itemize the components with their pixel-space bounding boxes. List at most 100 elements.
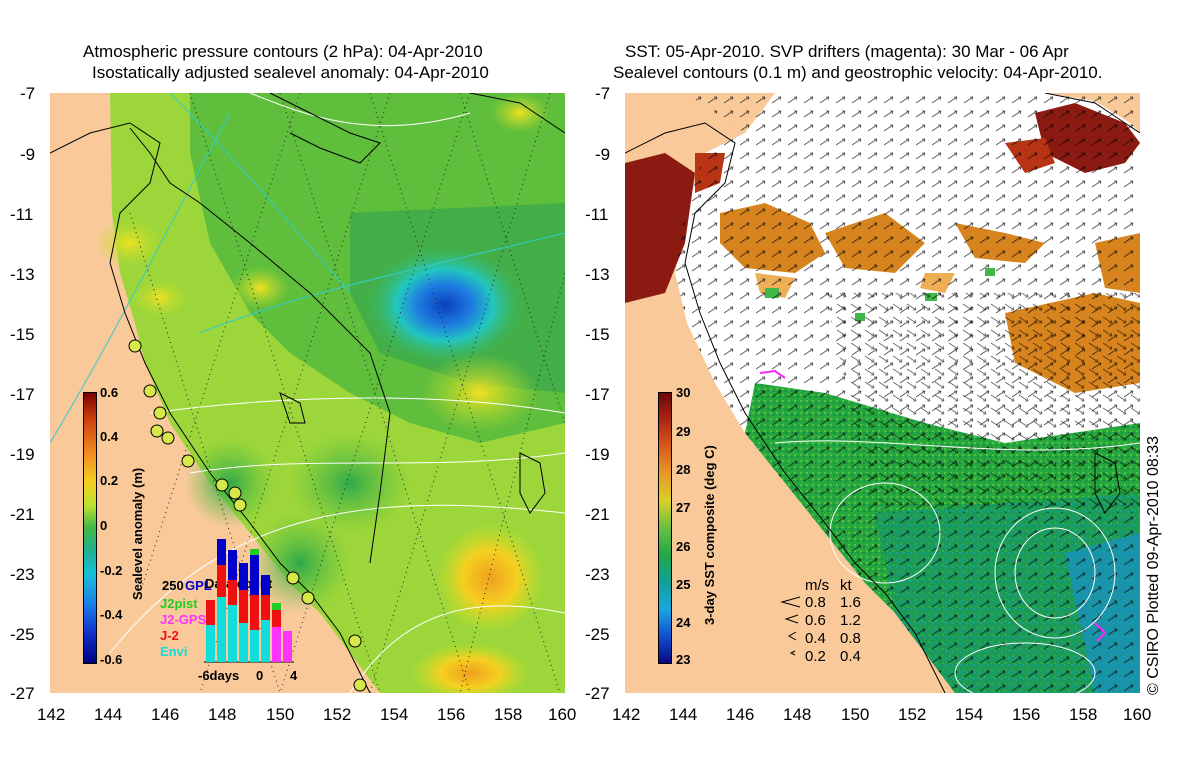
legend-axis-zero: 0 xyxy=(256,668,264,683)
hist-bar xyxy=(217,597,226,662)
velocity-row-kt: 0.4 xyxy=(840,648,861,665)
right-title-line1: SST: 05-Apr-2010. SVP drifters (magenta)… xyxy=(625,42,1069,61)
left-lat-tick: -21 xyxy=(10,505,35,524)
arrow-0-6 xyxy=(784,614,799,624)
left-title-line1: Atmospheric pressure contours (2 hPa): 0… xyxy=(83,42,483,61)
right-lat-tick: -7 xyxy=(595,84,611,103)
velocity-row-ms: 0.4 xyxy=(805,630,826,647)
left-lat-tick: -23 xyxy=(10,565,35,584)
left-lon-tick: 150 xyxy=(266,705,295,724)
colorbar-tick: 24 xyxy=(676,615,691,630)
right-lat-tick: -9 xyxy=(595,145,611,164)
left-lon-tick: 152 xyxy=(323,705,352,724)
left-lat-tick: -27 xyxy=(10,684,35,703)
sst-map xyxy=(625,93,1140,693)
left-lon-tick: 158 xyxy=(494,705,523,724)
right-lon-tick: 152 xyxy=(898,705,927,724)
hist-bar xyxy=(217,565,226,597)
hist-bar xyxy=(272,603,281,610)
hist-bar xyxy=(272,627,281,662)
hist-bar xyxy=(228,550,237,580)
left-lon-tick: 144 xyxy=(94,705,123,724)
right-lon-tick: 160 xyxy=(1123,705,1152,724)
colorbar-tick: -0.2 xyxy=(100,563,123,578)
right-lon-tick: 154 xyxy=(955,705,984,724)
histogram-bars xyxy=(206,539,292,662)
legend-axis-start: -6days xyxy=(198,668,240,683)
legend-item-gpl: GPL xyxy=(185,578,212,593)
velocity-header-kt: kt xyxy=(840,577,852,594)
left-lon-tick: 142 xyxy=(37,705,66,724)
hist-bar xyxy=(261,595,270,620)
left-lat-tick: -9 xyxy=(20,145,36,164)
hist-bar xyxy=(261,575,270,595)
left-lon-tick: 160 xyxy=(548,705,577,724)
colorbar-tick: 25 xyxy=(676,577,691,592)
velocity-row-kt: 1.6 xyxy=(840,594,861,611)
sealevel-anomaly-map xyxy=(50,93,565,693)
colorbar-tick: 26 xyxy=(676,539,691,554)
right-lon-tick: 158 xyxy=(1069,705,1098,724)
right-title-line2: Sealevel contours (0.1 m) and geostrophi… xyxy=(613,63,1103,82)
hist-bar xyxy=(239,590,248,623)
right-lon-tick: 146 xyxy=(726,705,755,724)
right-lon-tick: 148 xyxy=(783,705,812,724)
colorbar-tick: 0 xyxy=(100,518,108,533)
legend-axis-end: 4 xyxy=(290,668,298,683)
velocity-row-ms: 0.2 xyxy=(805,648,826,665)
sealevel-colorbar-label: Sealevel anomaly (m) xyxy=(130,467,145,600)
hist-bar xyxy=(250,595,259,630)
right-lat-tick: -11 xyxy=(585,205,609,224)
legend-count-value: 250 xyxy=(162,578,184,593)
sst-colorbar xyxy=(658,392,672,664)
colorbar-tick: 0.2 xyxy=(100,473,119,488)
right-lat-tick: -25 xyxy=(585,625,610,644)
sst-colorbar-label: 3-day SST composite (deg C) xyxy=(702,445,717,625)
hist-bar xyxy=(239,623,248,662)
hist-bar xyxy=(239,563,248,590)
hist-bar xyxy=(272,610,281,627)
hist-bar xyxy=(250,630,259,662)
arrow-0-4 xyxy=(787,631,797,641)
left-lat-tick: -13 xyxy=(10,265,35,284)
velocity-row-kt: 1.2 xyxy=(840,612,861,629)
left-lat-tick: -11 xyxy=(10,205,34,224)
right-lat-tick: -15 xyxy=(585,325,610,344)
data-count-histogram xyxy=(204,539,294,663)
left-lon-tick: 154 xyxy=(380,705,409,724)
right-lat-tick: -13 xyxy=(585,265,610,284)
sealevel-map-graphic xyxy=(50,93,565,693)
sst-map-graphic xyxy=(625,93,1140,693)
legend-item-envi: Envi xyxy=(160,644,188,659)
left-lon-tick: 156 xyxy=(437,705,466,724)
left-lat-tick: -19 xyxy=(10,445,35,464)
arrow-0-8 xyxy=(780,596,801,608)
right-lat-tick: -17 xyxy=(585,385,610,404)
colorbar-tick: -0.6 xyxy=(100,652,123,667)
left-title-line2: Isostatically adjusted sealevel anomaly:… xyxy=(92,63,489,82)
left-lat-tick: -17 xyxy=(10,385,35,404)
hist-bar xyxy=(228,580,237,605)
colorbar-tick: 27 xyxy=(676,500,691,515)
colorbar-tick: -0.4 xyxy=(100,607,123,622)
colorbar-tick: 29 xyxy=(676,424,691,439)
arrow-0-2 xyxy=(789,650,796,656)
hist-bar xyxy=(206,625,215,662)
velocity-row-kt: 0.8 xyxy=(840,630,861,647)
velocity-row-ms: 0.8 xyxy=(805,594,826,611)
colorbar-tick: 28 xyxy=(676,462,691,477)
right-lat-tick: -23 xyxy=(585,565,610,584)
hist-bar xyxy=(217,539,226,565)
colorbar-tick: 30 xyxy=(676,385,691,400)
colorbar-tick: 23 xyxy=(676,652,691,667)
copyright-stamp: © CSIRO Plotted 09-Apr-2010 08:33 xyxy=(1145,435,1162,695)
hist-bar xyxy=(206,600,215,625)
legend-item-j2: J-2 xyxy=(160,628,179,643)
right-lat-tick: -21 xyxy=(585,505,610,524)
right-lat-tick: -19 xyxy=(585,445,610,464)
left-lat-tick: -25 xyxy=(10,625,35,644)
sealevel-colorbar xyxy=(83,392,97,664)
right-lon-tick: 144 xyxy=(669,705,698,724)
velocity-row-ms: 0.6 xyxy=(805,612,826,629)
velocity-header-ms: m/s xyxy=(805,577,830,594)
